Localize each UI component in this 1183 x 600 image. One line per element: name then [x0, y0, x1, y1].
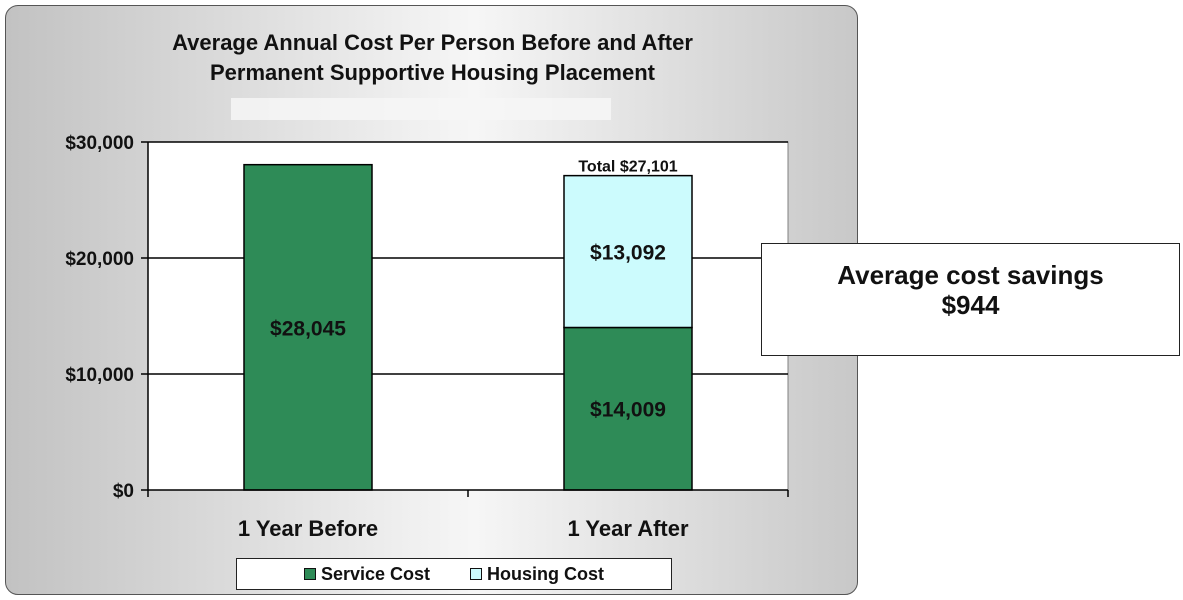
- x-tick-label: 1 Year Before: [238, 516, 378, 541]
- axes: [141, 141, 789, 497]
- savings-callout-line-1: Average cost savings: [837, 260, 1104, 290]
- savings-callout-line-2: $944: [941, 290, 1000, 320]
- data-label: $28,045: [270, 317, 346, 340]
- chart-title-line-1: Average Annual Cost Per Person Before an…: [172, 30, 693, 55]
- bar-housing: [563, 174, 693, 329]
- bars: [243, 163, 693, 491]
- title-shadow: [231, 98, 611, 120]
- legend: Service Cost Housing Cost: [236, 558, 672, 590]
- legend-item-service: Service Cost: [303, 563, 431, 585]
- x-tick-label: 1 Year After: [567, 516, 689, 541]
- y-tick-label: $10,000: [65, 365, 134, 386]
- labels: $0 $10,000 $20,000 $30,000 $28,045 1 Year Bef…: [65, 133, 689, 541]
- legend-item-housing: Housing Cost: [470, 564, 604, 585]
- y-tick-label: $0: [113, 481, 134, 502]
- savings-callout: Average cost savings $944: [761, 243, 1180, 356]
- y-tick-label: $20,000: [65, 249, 134, 270]
- bar-service: [243, 163, 373, 491]
- legend-label-service: Service Cost: [320, 563, 431, 584]
- housing-cost-swatch: [470, 568, 483, 580]
- data-label: $13,092: [590, 242, 666, 265]
- bar-service: [563, 326, 693, 491]
- total-label: Total $27,101: [578, 159, 677, 176]
- y-tick-label: $30,000: [65, 133, 134, 154]
- data-label: $14,009: [590, 399, 666, 422]
- legend-label-housing: Housing Cost: [487, 563, 605, 584]
- service-cost-swatch: [303, 568, 316, 580]
- chart-title-line-2: Permanent Supportive Housing Placement: [210, 60, 655, 85]
- chart-title: Average Annual Cost Per Person Before an…: [6, 28, 857, 88]
